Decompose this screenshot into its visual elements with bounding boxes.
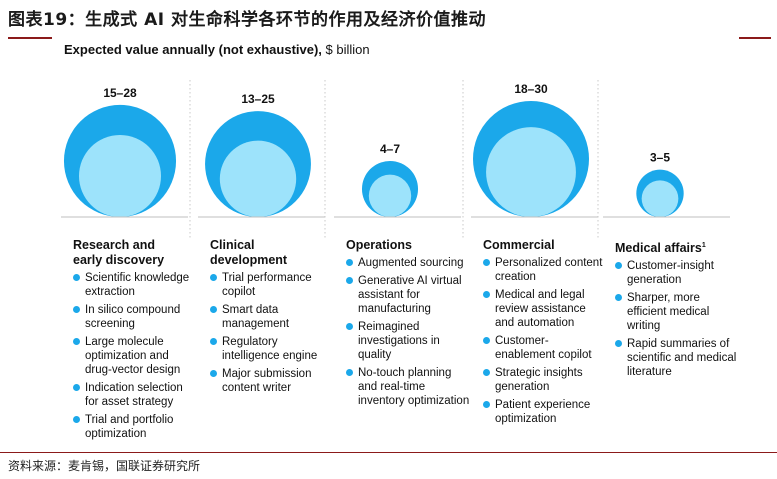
use-case-item: Augmented sourcing [346,256,471,270]
bullet-dot-icon [73,274,80,281]
bullet-dot-icon [73,416,80,423]
use-case-item: Trial performance copilot [210,271,335,299]
use-case-text: Sharper, more efficient medical writing [627,292,710,333]
bullet-dot-icon [346,259,353,266]
bullet-dot-icon [483,401,490,408]
value-range-label-4: 3–5 [650,151,670,165]
use-case-text: In silico compound screening [85,304,181,330]
bubble-low-2 [368,174,412,217]
value-range-label-2: 4–7 [380,142,400,156]
use-case-item: Strategic insights generation [483,366,608,394]
category-name: Commercial [483,238,555,252]
footnote-marker: 1 [701,242,706,249]
footer-rule [0,452,777,453]
use-case-item: Large molecule optimization and drug-vec… [73,335,198,377]
bullet-dot-icon [210,306,217,313]
use-case-text: Scientific knowledge extraction [85,272,190,298]
bullet-dot-icon [346,323,353,330]
chart-title: Expected value annually (not exhaustive)… [64,42,370,57]
use-case-item: Scientific knowledge extraction [73,271,198,299]
use-case-text: Regulatory intelligence engine [222,336,318,362]
bullet-dot-icon [73,338,80,345]
category-column-0: Research and early discovery Scientific k… [73,238,198,445]
value-range-label-0: 15–28 [103,86,137,100]
use-case-item: Medical and legal review assistance and … [483,288,608,330]
bullet-dot-icon [210,274,217,281]
use-case-item: Patient experience optimization [483,398,608,426]
use-case-text: Strategic insights generation [495,367,583,393]
chart-title-main: Expected value annually (not exhaustive)… [64,42,322,57]
category-column-3: Commercial Personalized content creation M… [483,238,608,430]
bullet-dot-icon [483,259,490,266]
bullet-dot-icon [483,291,490,298]
use-case-item: Customer-enablement copilot [483,334,608,362]
category-title: Research and early discovery [73,238,198,268]
use-case-text: Smart data management [222,304,290,330]
use-case-text: Generative AI virtual assistant for manu… [358,275,462,315]
category-name: Clinical development [210,238,288,267]
use-case-item: Generative AI virtual assistant for manu… [346,274,471,316]
bubble-low-0 [78,134,162,217]
value-range-label-1: 13–25 [241,92,275,106]
bullet-dot-icon [73,306,80,313]
use-case-item: Smart data management [210,303,335,331]
bullet-dot-icon [346,369,353,376]
value-range-label-3: 18–30 [514,82,548,96]
category-title: Operations [346,238,471,253]
use-case-item: Sharper, more efficient medical writing [615,291,740,333]
use-case-text: Customer-insight generation [627,260,714,287]
use-case-item: In silico compound screening [73,303,198,331]
title-rule-left [8,37,52,39]
bullet-dot-icon [346,277,353,284]
bullet-dot-icon [615,294,622,302]
use-case-text: Trial performance copilot [222,272,312,298]
use-case-text: Indication selection for asset strategy [85,382,183,408]
bullet-dot-icon [615,340,622,348]
use-case-text: Medical and legal review assistance and … [495,289,586,329]
use-case-item: Regulatory intelligence engine [210,335,335,363]
use-case-text: Rapid summaries of scientific and medica… [627,338,737,379]
bubble-low-1 [219,140,297,218]
title-rule-right [739,37,771,39]
bubble-chart: 15–28 13–25 4–7 18–30 3–5 [61,80,730,240]
category-name: Research and early discovery [73,238,165,267]
category-title: Medical affairs1 [615,238,740,256]
use-case-item: Personalized content creation [483,256,608,284]
figure-title: 图表19：生成式 AI 对生命科学各环节的作用及经济价值推动 [8,10,486,30]
chart-title-unit: $ billion [321,42,370,57]
source-note: 资料来源：麦肯锡，国联证券研究所 [8,459,201,473]
category-column-1: Clinical development Trial performance co… [210,238,335,399]
use-case-text: Customer-enablement copilot [495,335,592,361]
bullet-dot-icon [210,370,217,377]
use-case-item: Rapid summaries of scientific and medica… [615,337,740,379]
use-case-item: Indication selection for asset strategy [73,381,198,409]
bubble-low-3 [486,127,576,217]
use-case-item: No-touch planning and real-time inventor… [346,366,471,408]
use-case-text: Major submission content writer [222,368,312,394]
use-case-item: Major submission content writer [210,367,335,395]
use-case-text: No-touch planning and real-time inventor… [358,367,470,407]
bullet-dot-icon [73,384,80,391]
use-case-item: Reimagined investigations in quality [346,320,471,362]
category-title: Clinical development [210,238,335,268]
category-column-2: Operations Augmented sourcing Generative A… [346,238,471,412]
use-case-item: Customer-insight generation [615,259,740,287]
bullet-dot-icon [483,337,490,344]
bullet-dot-icon [615,262,622,270]
use-case-text: Augmented sourcing [358,257,464,269]
category-name: Operations [346,238,412,252]
use-case-text: Reimagined investigations in quality [358,321,440,361]
bubble-low-4 [641,180,679,217]
bullet-dot-icon [210,338,217,345]
category-title: Commercial [483,238,608,253]
use-case-text: Large molecule optimization and drug-vec… [85,336,181,376]
bullet-dot-icon [483,369,490,376]
use-case-text: Personalized content creation [495,257,603,283]
use-case-text: Patient experience optimization [495,399,591,425]
use-case-text: Trial and portfolio optimization [85,414,174,440]
category-name: Medical affairs [615,241,702,256]
use-case-item: Trial and portfolio optimization [73,413,198,441]
category-column-4: Medical affairs1 Customer-insight generat… [615,238,740,383]
